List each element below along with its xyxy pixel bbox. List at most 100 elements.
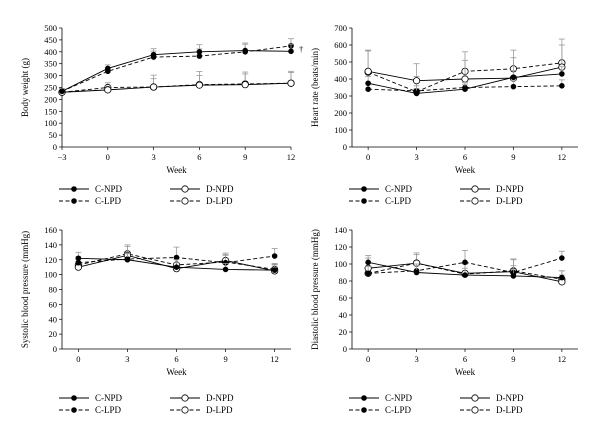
x-tick-label: 3 — [125, 354, 129, 364]
legend-item-c-npd: C-NPD — [59, 184, 123, 194]
data-point — [510, 74, 517, 81]
y-tick-label: 400 — [334, 74, 347, 84]
data-point — [288, 48, 294, 55]
y-tick-label: 120 — [44, 255, 57, 265]
legend: C-NPD D-NPD C-LPD D-LPD — [59, 393, 234, 415]
y-tick-label: 160 — [44, 225, 57, 235]
data-point — [242, 47, 249, 54]
data-point — [124, 256, 131, 263]
legend-label: C-LPD — [385, 405, 412, 415]
y-tick-label: 450 — [44, 35, 57, 45]
y-axis-title: Heart rate (beats/min) — [310, 48, 320, 127]
legend-label: C-LPD — [95, 405, 122, 415]
x-tick-label: 0 — [106, 152, 110, 162]
y-tick-label: 80 — [49, 285, 58, 295]
legend-label: D-NPD — [206, 184, 234, 194]
legend-label: C-NPD — [95, 184, 123, 194]
legend-item-d-npd: D-NPD — [170, 393, 234, 403]
data-point — [364, 67, 372, 75]
data-point — [195, 81, 203, 89]
series-d-npd — [58, 72, 295, 96]
legend-marker — [471, 197, 479, 205]
legend-label: D-LPD — [496, 196, 523, 206]
legend-marker — [361, 395, 367, 401]
x-axis-title: Week — [166, 165, 187, 175]
y-tick-label: 80 — [339, 276, 348, 286]
series-c-npd — [75, 251, 278, 273]
series-c-npd — [59, 42, 294, 95]
y-tick-label: 40 — [339, 310, 348, 320]
data-point — [271, 267, 278, 273]
legend-marker — [361, 198, 367, 204]
legend-marker — [181, 406, 189, 414]
data-point — [75, 255, 82, 262]
data-point — [173, 254, 180, 261]
data-point — [365, 86, 371, 92]
x-axis-title: Week — [455, 165, 476, 175]
x-tick-label: 12 — [558, 152, 567, 162]
data-point — [271, 253, 278, 259]
x-tick-label: 6 — [463, 152, 467, 162]
legend-marker — [361, 186, 367, 192]
legend-marker — [71, 198, 77, 204]
series-line — [61, 82, 292, 93]
y-tick-label: 140 — [44, 240, 57, 250]
legend-marker — [71, 407, 77, 413]
x-tick-label: 6 — [174, 354, 178, 364]
legend-item-c-npd: C-NPD — [59, 393, 123, 403]
y-tick-label: 200 — [334, 108, 347, 118]
data-point — [365, 80, 371, 87]
data-point — [413, 269, 420, 276]
data-point — [150, 51, 157, 58]
legend-label: C-NPD — [385, 393, 413, 403]
y-tick-label: 20 — [339, 327, 348, 337]
y-tick-label: 300 — [44, 71, 57, 81]
x-tick-label: 6 — [197, 152, 201, 162]
series-line — [61, 82, 292, 93]
y-tick-label: 0 — [343, 142, 347, 152]
data-point — [462, 272, 468, 278]
y-tick-label: 100 — [44, 118, 57, 128]
x-tick-label: 12 — [270, 354, 279, 364]
legend-item-d-npd: D-NPD — [460, 393, 524, 403]
legend-item-c-lpd: C-LPD — [349, 405, 412, 415]
legend-item-d-lpd: D-LPD — [460, 196, 523, 206]
x-tick-label: −3 — [57, 152, 66, 162]
chart-panel-2: 0 100 200 300 400 500 600 700 0 3 6 9 12 Week Heart ra… — [310, 23, 578, 206]
series-c-lpd — [59, 38, 294, 95]
legend-marker — [181, 185, 189, 193]
legend-label: D-LPD — [206, 405, 233, 415]
y-tick-label: 300 — [334, 91, 347, 101]
y-tick-label: 350 — [44, 59, 57, 69]
legend-marker — [181, 197, 189, 205]
y-tick-label: 60 — [49, 299, 58, 309]
x-tick-label: 0 — [76, 354, 80, 364]
y-tick-label: 40 — [49, 314, 58, 324]
y-tick-label: 50 — [49, 130, 58, 140]
legend-item-c-npd: C-NPD — [349, 184, 413, 194]
annotation-dagger: † — [299, 44, 303, 54]
chart-panel-4: 0 20 40 60 80 100 120 140 0 3 6 9 12 Week Diastolic bl… — [310, 225, 578, 415]
legend-marker — [471, 406, 479, 414]
data-point — [462, 259, 468, 266]
data-point — [287, 79, 295, 87]
y-tick-label: 0 — [53, 344, 57, 354]
legend-item-c-lpd: C-LPD — [349, 196, 412, 206]
x-tick-label: 0 — [366, 354, 370, 364]
y-tick-label: 100 — [334, 259, 347, 269]
series-line — [61, 50, 292, 92]
y-tick-label: 0 — [343, 344, 347, 354]
legend: C-NPD D-NPD C-LPD D-LPD — [59, 184, 234, 206]
data-point — [559, 71, 565, 77]
x-tick-label: 12 — [287, 152, 296, 162]
legend-marker — [361, 407, 367, 413]
data-point — [559, 83, 565, 89]
x-tick-label: 9 — [511, 354, 515, 364]
legend-label: C-LPD — [95, 196, 122, 206]
data-point — [510, 273, 517, 279]
data-point — [105, 65, 111, 72]
x-tick-label: 3 — [414, 354, 418, 364]
legend: C-NPD D-NPD C-LPD D-LPD — [349, 393, 524, 415]
legend-marker — [181, 394, 189, 402]
